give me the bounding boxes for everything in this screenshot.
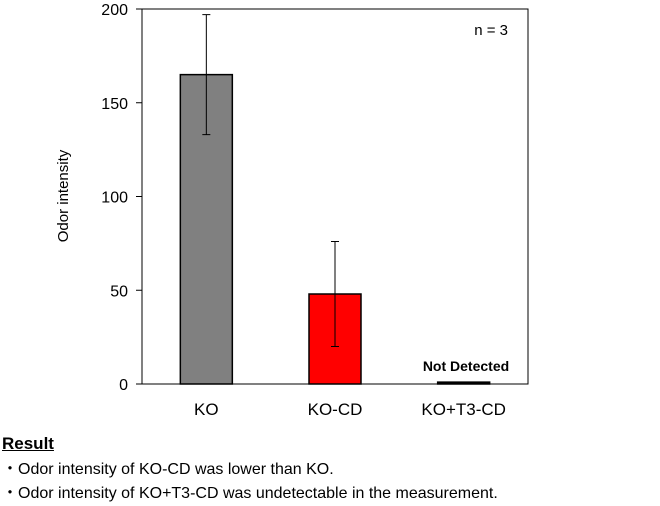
y-tick-label: 200 xyxy=(101,2,128,19)
not-detected-label: Not Detected xyxy=(423,358,509,374)
result-title: Result xyxy=(2,434,54,453)
x-axis-labels: KO KO-CD KO+T3-CD xyxy=(194,400,506,419)
result-list: ・Odor intensity of KO-CD was lower than … xyxy=(2,458,658,506)
x-category-label: KO+T3-CD xyxy=(421,400,506,419)
y-tick-label: 0 xyxy=(119,377,128,394)
y-tick-label: 100 xyxy=(101,190,128,207)
y-axis-label: Odor intensity xyxy=(55,149,72,242)
y-tick-label: 150 xyxy=(101,96,128,113)
result-item: ・Odor intensity of KO+T3-CD was undetect… xyxy=(2,485,498,502)
x-category-label: KO-CD xyxy=(308,400,363,419)
x-category-label: KO xyxy=(194,400,219,419)
error-bars xyxy=(202,14,339,347)
y-axis-ticks: 0 50 100 150 200 xyxy=(101,2,142,394)
y-tick-label: 50 xyxy=(110,283,128,300)
sample-size-note: n = 3 xyxy=(474,22,508,39)
bar-chart: 0 50 100 150 200 KO KO-CD KO+T3-CD Odor intens… xyxy=(55,2,529,419)
plot-frame xyxy=(141,8,529,385)
result-item: ・Odor intensity of KO-CD was lower than … xyxy=(2,461,334,478)
result-section: Result ・Odor intensity of KO-CD was lowe… xyxy=(2,434,658,506)
